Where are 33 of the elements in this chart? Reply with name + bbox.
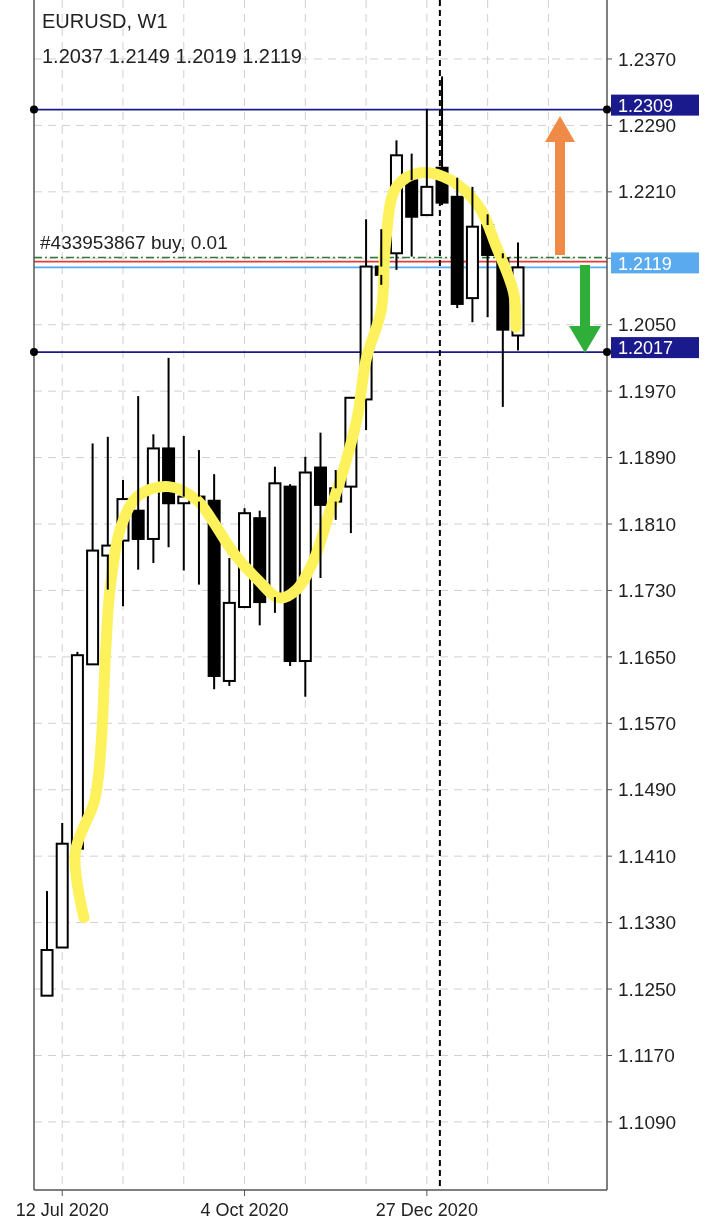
y-tick-label: 1.1250 [618, 978, 677, 1000]
y-tick-label: 1.1090 [618, 1111, 677, 1133]
candlestick [268, 465, 282, 614]
ref-line-label: 1.2309 [618, 95, 674, 116]
y-tick-label: 1.1410 [618, 845, 677, 867]
y-tick-label: 1.1490 [618, 779, 677, 801]
y-tick-label: 1.1970 [618, 380, 677, 402]
y-tick-label: 1.2210 [618, 181, 677, 203]
y-tick-label: 1.2370 [618, 48, 677, 70]
candlestick [465, 185, 479, 324]
candlestick [405, 152, 419, 258]
x-tick-label: 12 Jul 2020 [15, 1200, 109, 1220]
x-tick-label: 4 Oct 2020 [200, 1200, 289, 1220]
candlestick [283, 483, 297, 667]
y-tick-label: 1.1170 [618, 1045, 675, 1067]
candlestick [222, 557, 236, 687]
y-tick-label: 1.2290 [618, 115, 677, 137]
y-tick-label: 1.1570 [618, 712, 677, 734]
ref-line-label: 1.2119 [618, 253, 672, 274]
candlestick [450, 176, 464, 310]
candlestick [131, 395, 145, 571]
y-tick-label: 1.1330 [618, 912, 677, 934]
y-tick-label: 1.1730 [618, 580, 677, 602]
x-tick-label: 27 Dec 2020 [375, 1200, 478, 1220]
y-tick-label: 1.1810 [618, 513, 677, 535]
ref-line-label: 1.2017 [618, 338, 674, 359]
y-tick-label: 1.2050 [618, 314, 677, 336]
y-tick-label: 1.1650 [618, 646, 677, 668]
ref-line-label: #433953867 buy, 0.01 [40, 232, 228, 254]
text: 1.2037 1.2149 1.2019 1.2119 [42, 45, 302, 67]
text: EURUSD, W1 [42, 10, 168, 32]
candlestick [314, 431, 327, 579]
y-tick-label: 1.1890 [618, 447, 677, 469]
